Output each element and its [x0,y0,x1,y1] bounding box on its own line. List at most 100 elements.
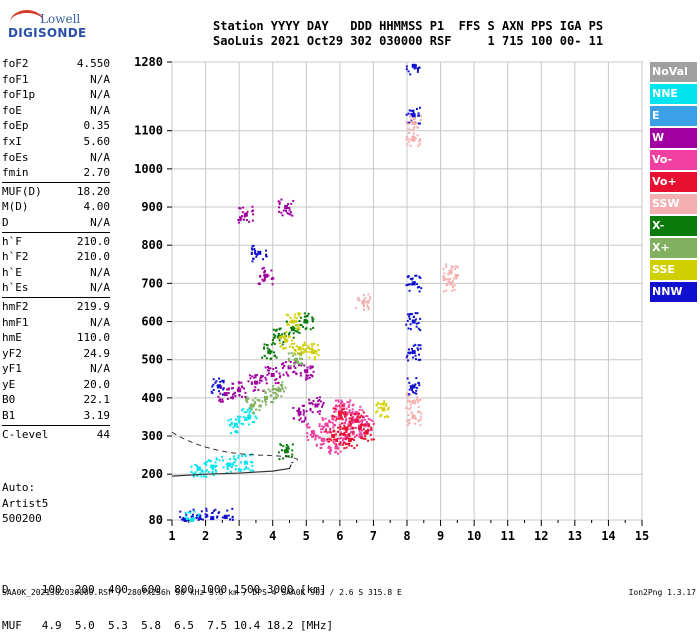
echo-point [293,327,296,330]
echo-point [282,445,285,448]
echo-point [327,431,330,434]
echo-point [264,273,268,278]
echo-point [293,370,296,373]
echo-point [364,435,367,438]
echo-point [416,396,419,399]
echo-point [253,389,256,392]
echo-point [243,453,246,456]
echo-point [349,439,352,442]
echo-point [298,408,301,411]
echo-point [249,454,252,457]
echo-point [294,330,297,333]
echo-point [236,431,239,434]
echo-point [234,458,237,461]
echo-point [407,283,410,286]
echo-point [185,513,188,516]
echo-point [293,349,296,352]
echo-point [420,287,423,290]
echo-point [409,385,412,388]
echo-point [291,449,294,452]
muf-distances: D 100 200 400 600 800 1000 1500 3000 [km… [2,583,327,596]
param-separator [2,296,110,298]
echo-point [282,347,285,350]
param-value: N/A [90,362,110,376]
echo-point [408,140,411,143]
param-name: foEs [2,150,29,164]
echo-point [450,289,453,292]
echo-point [351,412,354,415]
echo-point [190,515,193,518]
echo-point [328,445,331,448]
y-tick-label: 800 [141,238,163,252]
param-name: h`F2 [2,250,29,264]
echo-point [444,278,447,281]
echo-point [406,400,409,403]
echo-point [334,407,337,410]
echo-point [410,121,413,124]
echo-point [457,273,460,276]
echo-point [348,411,351,414]
echo-point [415,283,418,286]
echo-point [285,454,288,457]
echo-point [232,426,235,429]
echo-point [450,281,453,284]
echo-point [300,354,303,357]
echo-point [287,357,290,360]
echo-point [350,430,353,433]
echo-point [232,455,235,458]
x-tick-label: 6 [336,529,343,543]
echo-point [382,404,385,407]
echo-point [298,418,301,421]
echo-point [295,320,298,323]
echo-point [411,414,416,419]
param-name: C-level [2,427,49,441]
echo-point [407,348,410,351]
echo-point [342,440,345,443]
echo-point [251,260,254,263]
echo-point [340,414,343,417]
param-row: yE 20.0 [2,377,110,393]
legend-item: SSW [650,194,697,214]
echo-point [412,128,415,131]
echo-point [343,422,346,425]
echo-point [413,139,416,142]
echo-point [415,389,418,392]
y-tick-label: 1280 [134,55,163,69]
echo-point [297,348,300,351]
echo-point [302,413,305,416]
echo-point [200,510,203,513]
echo-point [293,359,296,362]
x-tick-label: 15 [635,529,649,543]
echo-point [215,380,218,383]
echo-point [209,460,212,463]
echo-point [285,449,288,452]
echo-point [281,333,284,336]
echo-point [454,275,457,278]
echo-point [245,418,248,421]
echo-point [366,428,369,431]
echo-point [336,437,339,440]
echo-point [302,343,305,346]
echo-point [306,432,309,435]
echo-point [258,409,261,412]
echo-point [309,347,312,350]
x-tick-label: 9 [437,529,444,543]
echo-point [274,329,277,332]
echo-point [360,429,363,432]
echo-point [182,518,185,521]
param-row: foE N/A [2,103,110,119]
echo-point [343,431,346,434]
echo-point [346,443,349,446]
echo-point [281,366,284,369]
echo-point [416,69,419,72]
echo-point [295,327,298,330]
echo-point [339,425,342,428]
echo-point [278,203,281,206]
echo-point [347,433,350,436]
echo-point [304,416,307,419]
echo-point [368,298,371,301]
param-row: foF1 N/A [2,72,110,88]
echo-point [279,375,282,378]
echo-point [232,393,235,396]
echo-point [330,439,333,442]
